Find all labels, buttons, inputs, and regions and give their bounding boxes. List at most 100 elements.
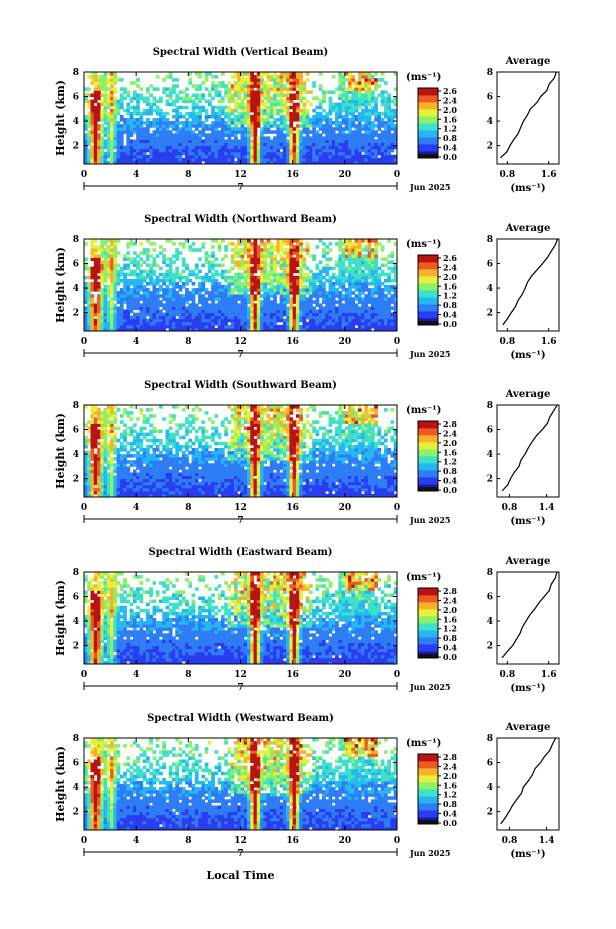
heatmap-cell <box>341 257 346 261</box>
heatmap-cell <box>247 145 251 150</box>
heatmap-cell <box>93 145 98 150</box>
heatmap-cell <box>341 266 346 271</box>
heatmap-cell <box>240 294 245 298</box>
heatmap-cell <box>237 130 241 134</box>
heatmap-cell <box>325 139 330 144</box>
heatmap-cell <box>152 133 157 137</box>
heatmap-cell <box>90 266 95 271</box>
heatmap-cell <box>149 275 153 280</box>
heatmap-cell <box>260 306 264 311</box>
y-tick-label: 6 <box>73 93 79 103</box>
heatmap-cell <box>165 145 170 150</box>
heatmap-cell <box>299 263 303 268</box>
heatmap-cell <box>185 263 189 268</box>
heatmap-cell <box>106 472 111 477</box>
heatmap-cell <box>139 160 144 165</box>
heatmap-cell <box>136 272 140 277</box>
heatmap-cell <box>370 78 375 82</box>
heatmap-cell <box>260 114 264 119</box>
heatmap-cell <box>168 327 173 332</box>
heatmap-cell <box>357 327 362 332</box>
heatmap-cell <box>126 272 131 277</box>
heatmap-cell <box>338 75 343 79</box>
heatmap-cell <box>165 309 170 314</box>
heatmap-cell <box>341 318 346 323</box>
heatmap-cell <box>276 145 281 150</box>
heatmap-cell <box>136 142 140 147</box>
heatmap-cell <box>123 429 127 434</box>
heatmap-cell <box>364 102 369 107</box>
heatmap-cell <box>351 291 356 295</box>
heatmap-cell <box>302 272 307 277</box>
heatmap-cell <box>191 324 196 329</box>
heatmap-cell <box>331 309 336 314</box>
heatmap-cell <box>377 121 382 125</box>
heatmap-cell <box>335 136 339 140</box>
heatmap-cell <box>325 312 330 317</box>
heatmap-cell <box>87 327 92 332</box>
heatmap-cell <box>145 248 150 252</box>
heatmap-cell <box>276 81 281 85</box>
heatmap-cell <box>240 318 245 323</box>
heatmap-cell <box>230 118 235 122</box>
heatmap-cell <box>84 127 88 131</box>
heatmap-cell <box>357 309 362 314</box>
heatmap-cell <box>152 294 157 298</box>
heatmap-cell <box>286 272 290 277</box>
heatmap-cell <box>286 242 290 246</box>
heatmap-cell <box>110 99 114 104</box>
heatmap-cell <box>113 469 118 473</box>
heatmap-cell <box>123 96 127 101</box>
heatmap-cell <box>129 309 134 314</box>
heatmap-cell <box>155 118 160 122</box>
heatmap-cell <box>113 463 118 467</box>
heatmap-cell <box>158 154 163 159</box>
heatmap-cell <box>230 133 235 137</box>
heatmap-cell <box>282 72 287 76</box>
heatmap-cell <box>110 248 114 252</box>
heatmap-cell <box>374 263 378 268</box>
heatmap-cell <box>289 327 294 332</box>
heatmap-cell <box>158 318 163 323</box>
heatmap-cell <box>90 318 95 323</box>
heatmap-cell <box>380 154 385 159</box>
heatmap-cell <box>97 417 101 421</box>
heatmap-cell <box>250 300 255 304</box>
heatmap-cell <box>233 260 238 265</box>
heatmap-cell <box>152 242 157 246</box>
heatmap-cell <box>286 248 290 252</box>
heatmap-cell <box>357 133 362 137</box>
heatmap-cell <box>116 469 121 473</box>
heatmap-cell <box>348 251 352 255</box>
heatmap-cell <box>380 269 385 274</box>
heatmap-cell <box>253 257 258 261</box>
heatmap-cell <box>243 121 248 125</box>
heatmap-cell <box>289 309 294 314</box>
heatmap-cell <box>126 493 131 498</box>
heatmap-cell <box>367 160 372 165</box>
heatmap-cell <box>273 99 277 104</box>
heatmap-cell <box>198 136 202 140</box>
heatmap-cell <box>93 157 98 162</box>
heatmap-cell <box>214 151 219 156</box>
heatmap-cell <box>335 278 339 283</box>
heatmap-cell <box>168 121 173 125</box>
heatmap-cell <box>295 78 300 82</box>
heatmap-cell <box>198 281 202 286</box>
heatmap-cell <box>172 294 176 298</box>
heatmap-cell <box>106 451 111 455</box>
heatmap-cell <box>100 108 105 113</box>
heatmap-cell <box>110 133 114 137</box>
heatmap-cell <box>155 160 160 165</box>
heatmap-cell <box>286 269 290 274</box>
heatmap-cell <box>191 145 196 150</box>
heatmap-cell <box>207 93 212 98</box>
heatmap-cell <box>279 272 284 277</box>
heatmap-cell <box>348 130 352 134</box>
heatmap-cell <box>116 447 121 452</box>
heatmap-cell <box>172 102 176 107</box>
heatmap-cell <box>351 133 356 137</box>
heatmap-cell <box>162 321 167 326</box>
heatmap-cell <box>377 127 382 131</box>
heatmap-cell <box>357 127 362 131</box>
